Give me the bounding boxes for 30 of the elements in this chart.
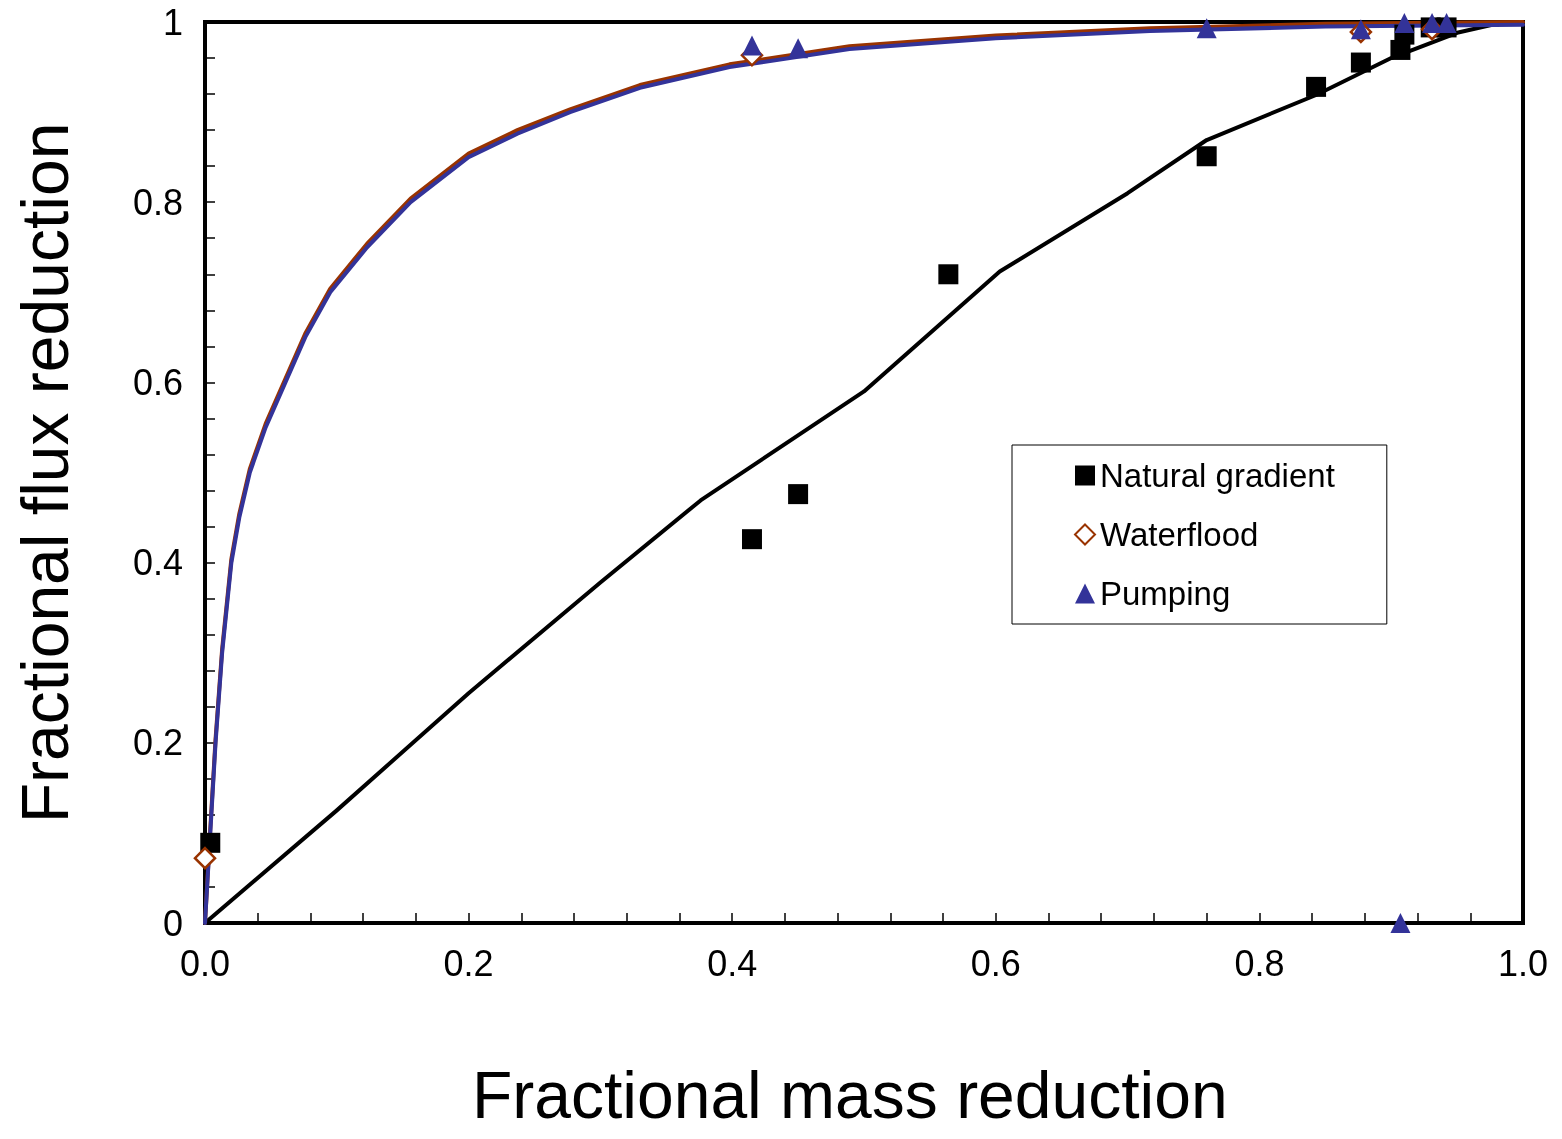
point [1306, 76, 1327, 97]
x-tick-label: 0.8 [1234, 942, 1285, 984]
point [788, 38, 809, 59]
point [938, 264, 959, 285]
y-tick-label: 0 [162, 902, 183, 944]
legend-label: Waterflood [1100, 516, 1259, 553]
x-tick-label: 0.6 [970, 942, 1021, 984]
y-tick-label: 0.8 [132, 181, 183, 223]
y-tick-label: 1 [162, 1, 183, 43]
point [1196, 18, 1217, 39]
point [741, 529, 762, 550]
y-tick-label: 0.6 [132, 361, 183, 403]
point [788, 484, 809, 505]
y-tick-label: 0.4 [132, 542, 183, 584]
y-axis-title: Fractional flux reduction [8, 122, 82, 824]
point [741, 35, 762, 56]
x-tick-label: 1.0 [1497, 942, 1549, 984]
x-tick-label: 0.4 [707, 942, 758, 984]
legend-label: Pumping [1100, 575, 1231, 612]
point [1436, 12, 1457, 33]
x-axis-title: Fractional mass reduction [472, 1058, 1228, 1132]
y-tick-label: 0.2 [132, 722, 183, 764]
legend-label: Natural gradient [1100, 457, 1335, 494]
point [1390, 913, 1411, 933]
point [1350, 52, 1371, 73]
x-tick-label: 0.0 [179, 942, 231, 984]
point [1196, 146, 1217, 167]
x-tick-label: 0.2 [443, 942, 494, 984]
point [193, 846, 217, 870]
point [1394, 12, 1415, 33]
